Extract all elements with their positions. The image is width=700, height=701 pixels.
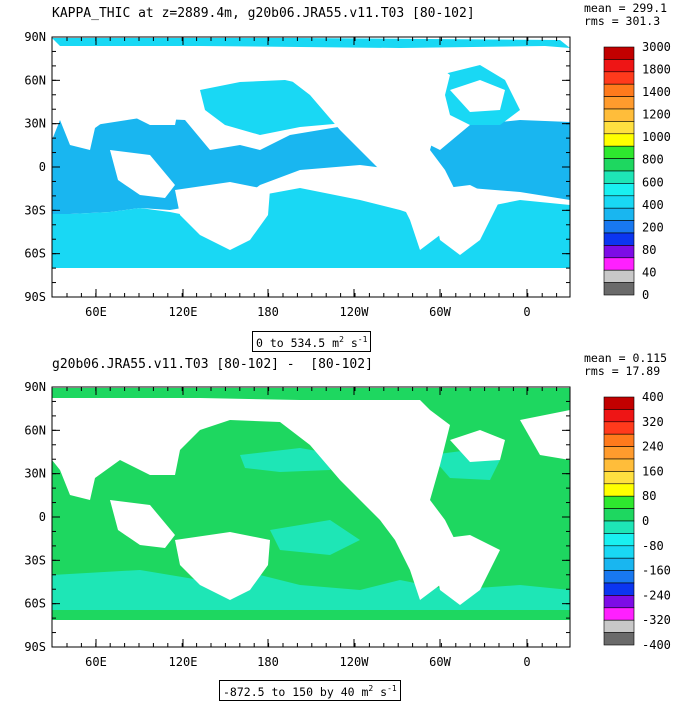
- panel1-range-units-s: s: [343, 335, 358, 350]
- panel2-range-box: -872.5 to 150 by 40 m2 s-1: [219, 680, 401, 701]
- p1-colorbar-label: 400: [642, 198, 664, 212]
- p1-colorbar-label: 80: [642, 243, 656, 257]
- p1-colorbar-swatch: [603, 245, 635, 259]
- panel1-title: KAPPA_THIC at z=2889.4m, g20b06.JRA55.v1…: [52, 6, 475, 21]
- p1-lat-label: 30N: [24, 117, 46, 131]
- p1-colorbar-swatch: [603, 108, 635, 122]
- p1-lon-label: 60E: [85, 305, 107, 319]
- p1-colorbar-label: 3000: [642, 40, 671, 54]
- panel1-stats: mean = 299.1 rms = 301.3: [584, 2, 667, 28]
- p1-colorbar-swatch: [603, 71, 635, 85]
- p1-colorbar-swatch: [603, 269, 635, 283]
- p1-colorbar-label: 600: [642, 175, 664, 189]
- p1-colorbar-label: 1200: [642, 108, 671, 122]
- p1-lon-label: 60W: [429, 305, 451, 319]
- p1-colorbar-swatch: [603, 83, 635, 97]
- p1-colorbar-swatch: [603, 282, 635, 296]
- p1-colorbar-swatch: [603, 232, 635, 246]
- panel2-rms: rms = 17.89: [584, 364, 661, 378]
- p1-lat-label: 30S: [24, 203, 46, 217]
- p1-lat-label: 60S: [24, 247, 46, 261]
- p1-lon-label: 0: [523, 305, 530, 319]
- p1-colorbar-label: 0: [642, 288, 649, 302]
- p1-colorbar-label: 200: [642, 220, 664, 234]
- p1-lat-label: 0: [39, 160, 46, 174]
- p1-lon-label: 120E: [169, 305, 198, 319]
- p1-colorbar-swatch: [603, 220, 635, 234]
- panel2-mean: mean = 0.115: [584, 351, 668, 365]
- panel1-tick-labels: 90N 60N 30N 0 30S 60S 90S 60E 120E 180 120W 60W 0: [24, 30, 530, 319]
- panel2-range-label: -872.5 to 150 by 40 m: [223, 684, 369, 699]
- panel1-mean: mean = 299.1: [584, 1, 668, 15]
- p1-lon-label: 180: [257, 305, 279, 319]
- p1-lat-label: 60N: [24, 73, 46, 87]
- p1-colorbar-label: 1800: [642, 63, 671, 77]
- panel1-colorbar: [603, 46, 635, 296]
- panel2-range-units-exp: 2: [368, 684, 374, 693]
- p1-colorbar-label: 800: [642, 153, 664, 167]
- p1-colorbar-label: 1400: [642, 85, 671, 99]
- panel1-land: [52, 48, 570, 297]
- panel1-range-units-exp: 2: [339, 335, 344, 344]
- panel2-stats: mean = 0.115 rms = 17.89: [584, 352, 667, 378]
- p1-colorbar-swatch: [603, 96, 635, 110]
- p1-colorbar-swatch: [603, 207, 635, 221]
- panel1-field: [52, 38, 570, 297]
- panel1-ticks: [52, 36, 570, 298]
- p1-colorbar-swatch: [603, 59, 635, 73]
- panel1-range-label: 0 to 534.5 m: [256, 335, 340, 350]
- panel1-rms: rms = 301.3: [584, 14, 661, 28]
- p1-lat-label: 90N: [24, 30, 46, 44]
- p1-colorbar-swatch: [603, 145, 635, 159]
- panel2-range-units-s-exp: -1: [387, 684, 397, 693]
- p1-colorbar-swatch: [603, 133, 635, 147]
- p1-lat-label: 90S: [24, 290, 46, 304]
- panel2-title: g20b06.JRA55.v11.T03 [80-102] - [80-102]: [52, 357, 373, 372]
- p1-colorbar-swatch: [603, 158, 635, 172]
- p1-colorbar-swatch: [603, 46, 635, 60]
- p1-colorbar-swatch: [603, 195, 635, 209]
- p1-colorbar-swatch: [603, 121, 635, 135]
- panel2-range-units-s: s: [373, 684, 388, 699]
- p1-colorbar-label: 40: [642, 265, 656, 279]
- p1-colorbar-swatch: [603, 257, 635, 271]
- panel1-range-box: 0 to 534.5 m2 s-1: [252, 331, 372, 352]
- p1-colorbar-swatch: [603, 170, 635, 184]
- p1-colorbar-label: 1000: [642, 130, 671, 144]
- p1-colorbar-swatch: [603, 183, 635, 197]
- p1-lon-label: 120W: [340, 305, 370, 319]
- panel1-range-units-s-exp: -1: [357, 335, 368, 344]
